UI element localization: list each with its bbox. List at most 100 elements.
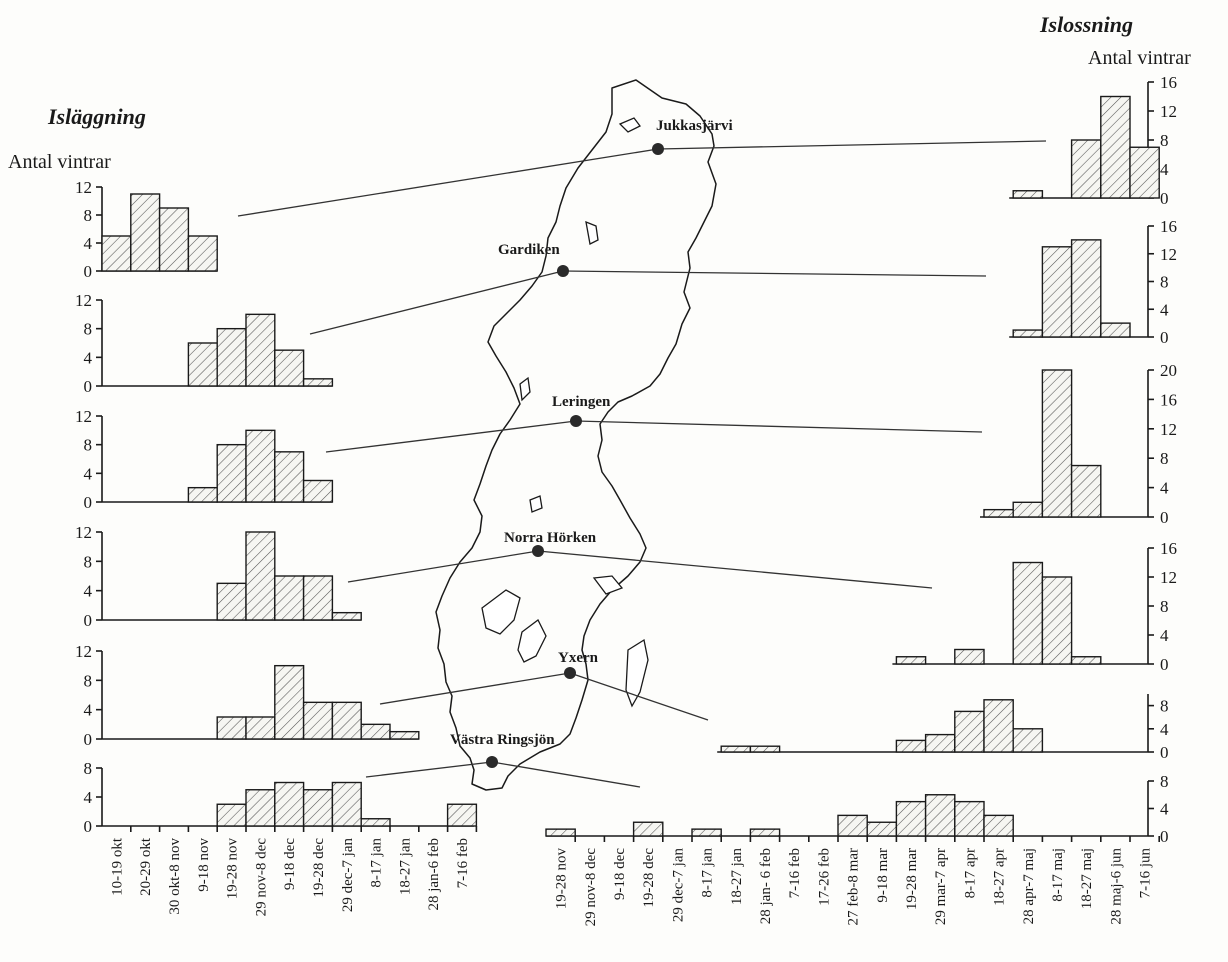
breakup-bar [924,794,956,837]
freeze-bar [331,701,362,740]
breakup-bar [1129,146,1160,199]
freeze-tick-label: 12 [75,407,92,426]
breakup-bar [1070,239,1102,338]
station-panel-1: 0 4 8 12 0 4 8 12 16 [75,73,1177,281]
station-panel-2: 0 4 8 12 0 4 8 12 16 [75,217,1177,396]
breakup-bar [691,828,722,837]
breakup-tick-label: 0 [1160,189,1169,208]
freeze-tick-label: 12 [75,642,92,661]
freeze-tick-label: 0 [84,262,93,281]
freeze-tick-label: 4 [84,788,93,807]
right-category-label: 9-18 mar [875,848,891,903]
left-category-label: 19-28 dec [311,838,327,898]
freeze-tick-label: 8 [84,206,93,225]
right-category-label: 8-17 maj [1050,848,1066,902]
station-dot [557,265,569,277]
breakup-bar [837,814,868,837]
right-category-label: 18-27 apr [992,848,1008,906]
breakup-bar [954,800,985,837]
freeze-bar [101,235,132,272]
breakup-bar [749,745,781,753]
breakup-bar [954,648,985,665]
breakup-tick-label: 20 [1160,361,1177,380]
right-category-label: 8-17 jan [700,848,716,898]
right-ylabel: Antal vintrar [1088,47,1191,69]
left-category-label: 10-19 okt [109,837,125,896]
breakup-tick-label: 12 [1160,102,1177,121]
left-category-label: 18-27 jan [397,838,413,896]
leader-right [537,550,933,589]
right-category-label: 29 dec-7 jan [670,848,686,923]
leader-right [491,761,641,788]
breakup-bar [1100,322,1131,338]
breakup-bar [1100,95,1131,199]
freeze-tick-label: 0 [84,730,93,749]
freeze-bar [216,327,247,387]
breakup-bar [1070,656,1102,665]
right-category-label: 28 maj-6 jun [1108,848,1124,925]
station-panel-3: 0 4 8 12 0 4 8 12 16 20 [75,361,1177,527]
breakup-tick-label: 12 [1160,245,1177,264]
breakup-tick-label: 0 [1160,328,1169,347]
station-dot [486,756,498,768]
right-category-label: 29 nov-8 dec [583,848,599,927]
freeze-bar [331,611,362,621]
station-name: Leringen [552,394,611,410]
breakup-bar [866,821,898,837]
breakup-bar [924,733,956,753]
right-category-label: 29 mar-7 apr [933,848,949,925]
right-category-label: 19-28 dec [641,848,657,908]
freeze-bar [302,701,334,740]
freeze-tick-label: 8 [84,552,93,571]
left-category-label: 7-16 feb [455,838,471,888]
station-name: Gardiken [498,242,560,258]
freeze-bar [302,479,334,503]
leader-right [575,420,983,433]
right-title: Islossning [1039,12,1133,37]
breakup-bar [1012,329,1044,338]
freeze-bar [274,575,305,621]
freeze-bar [216,443,247,503]
station-panel-4: 0 4 8 12 0 4 8 12 16 [75,523,1177,674]
freeze-bar [158,207,190,272]
station-dots: Jukkasjärvi Gardiken Leringen Norra Hörken Y… [450,118,733,768]
left-category-label: 9-18 nov [196,838,212,892]
freeze-bar [302,789,334,827]
left-category-label: 29 nov-8 dec [253,838,269,917]
freeze-tick-label: 4 [84,464,93,483]
leader-left [237,148,659,217]
freeze-tick-label: 0 [84,817,93,836]
breakup-tick-label: 8 [1160,273,1169,292]
breakup-bar [895,800,927,837]
left-category-label: 9-18 dec [282,838,298,890]
breakup-bar [1012,561,1044,665]
freeze-bar [187,342,218,387]
right-category-label: 17-26 feb [816,848,832,906]
breakup-tick-label: 4 [1160,626,1169,645]
freeze-tick-label: 4 [84,348,93,367]
breakup-tick-label: 12 [1160,420,1177,439]
right-category-label: 28 jan- 6 feb [758,848,774,924]
freeze-tick-label: 0 [84,377,93,396]
category-labels: 10-19 okt 20-29 okt 30 okt-8 nov 9-18 nov 19… [109,826,1160,927]
breakup-tick-label: 4 [1160,300,1169,319]
leader-left [365,761,493,778]
freeze-bar [216,803,247,827]
left-category-label: 8-17 jan [369,838,385,888]
freeze-tick-label: 12 [75,291,92,310]
breakup-bar [1012,728,1044,753]
breakup-bar [1012,501,1044,518]
breakup-bar [1041,246,1073,338]
station-dot [532,545,544,557]
leader-right [562,270,987,277]
sweden-map [435,79,717,791]
right-category-label: 8-17 apr [962,848,978,898]
station-name: Yxern [558,650,599,666]
breakup-bar [1070,139,1102,199]
station-name: Västra Ringsjön [450,732,555,748]
breakup-tick-label: 8 [1160,131,1169,150]
left-category-label: 20-29 okt [138,837,154,896]
station-panel-6: 0 4 8 0 4 8 [84,759,1170,846]
